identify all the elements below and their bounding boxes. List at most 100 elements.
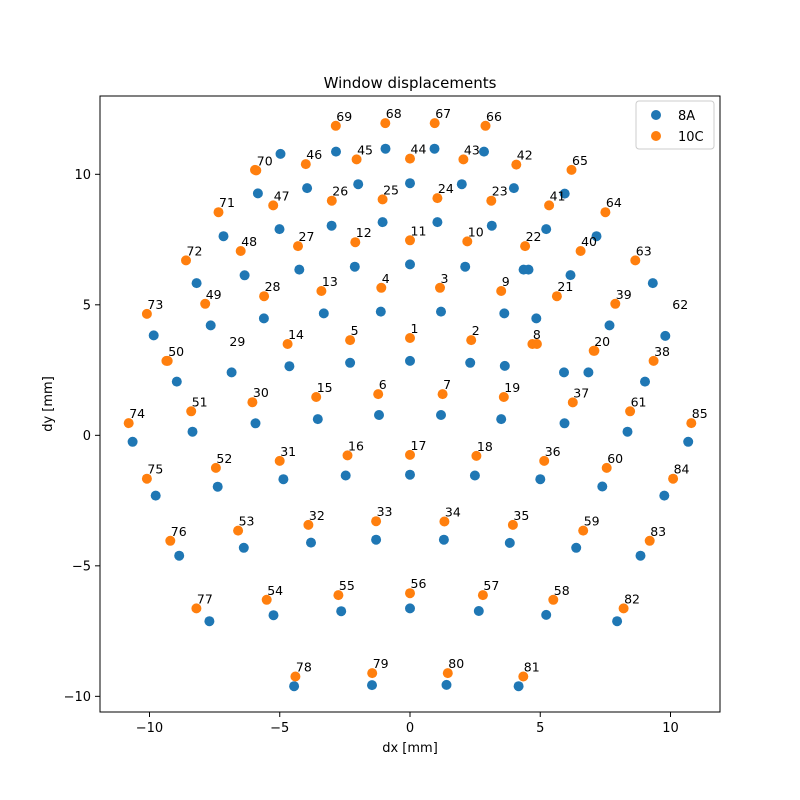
point-8A-78 bbox=[174, 550, 185, 561]
point-label-53: 53 bbox=[239, 514, 255, 529]
point-10C-58 bbox=[477, 590, 488, 601]
point-8A-28 bbox=[294, 264, 305, 275]
point-8A-73 bbox=[191, 278, 202, 289]
point-8A-71 bbox=[275, 148, 286, 159]
point-label-21: 21 bbox=[557, 279, 573, 294]
point-10C-8 bbox=[498, 392, 509, 402]
point-label-82: 82 bbox=[624, 591, 640, 606]
point-8A-11 bbox=[460, 261, 471, 272]
point-label-28: 28 bbox=[265, 279, 281, 294]
point-8A-15 bbox=[284, 361, 295, 372]
y-axis-label: dy [mm] bbox=[41, 376, 56, 432]
point-8A-14 bbox=[318, 308, 329, 319]
point-8A-25 bbox=[432, 217, 443, 228]
point-label-8: 8 bbox=[533, 327, 541, 342]
point-label-2: 2 bbox=[472, 323, 480, 338]
point-10C-65 bbox=[600, 207, 611, 218]
point-label-24: 24 bbox=[438, 181, 454, 196]
point-8A-59 bbox=[541, 609, 552, 620]
point-10C-61 bbox=[601, 462, 612, 473]
point-8A-20 bbox=[531, 313, 542, 324]
point-label-9: 9 bbox=[502, 274, 510, 289]
point-10C-11 bbox=[462, 236, 473, 247]
point-label-47: 47 bbox=[274, 188, 290, 203]
point-8A-51 bbox=[226, 367, 237, 378]
x-axis-label: dx [mm] bbox=[382, 741, 438, 756]
point-10C-7 bbox=[437, 389, 448, 400]
point-10C-42 bbox=[511, 159, 522, 170]
point-label-7: 7 bbox=[443, 377, 451, 392]
point-8A-3 bbox=[436, 306, 446, 317]
point-8A-49 bbox=[239, 270, 250, 281]
point-10C-26 bbox=[377, 194, 388, 205]
point-8A-61 bbox=[597, 481, 608, 492]
point-label-3: 3 bbox=[441, 271, 449, 286]
point-label-60: 60 bbox=[607, 451, 623, 466]
point-10C-40 bbox=[575, 246, 586, 256]
point-10C-48 bbox=[268, 200, 279, 211]
point-8A-22 bbox=[499, 308, 510, 319]
point-label-62: 62 bbox=[672, 297, 688, 312]
point-10C-39 bbox=[610, 298, 621, 309]
point-10C-76 bbox=[123, 418, 134, 429]
point-label-61: 61 bbox=[631, 394, 647, 409]
point-label-12: 12 bbox=[356, 225, 372, 240]
y-tick-label--5: −5 bbox=[72, 559, 91, 574]
point-label-83: 83 bbox=[650, 524, 666, 539]
point-8A-72 bbox=[218, 231, 229, 242]
point-label-45: 45 bbox=[357, 142, 373, 157]
point-8A-37 bbox=[559, 418, 570, 429]
point-10C-31 bbox=[274, 455, 285, 466]
point-label-31: 31 bbox=[280, 444, 296, 459]
point-label-30: 30 bbox=[253, 385, 269, 400]
point-10C-38 bbox=[589, 345, 600, 356]
point-10C-13 bbox=[350, 237, 361, 248]
y-tick-label-5: 5 bbox=[83, 298, 91, 313]
point-10C-80 bbox=[290, 671, 301, 682]
point-label-49: 49 bbox=[206, 287, 222, 302]
point-label-85: 85 bbox=[692, 406, 708, 421]
point-label-40: 40 bbox=[581, 234, 597, 249]
point-label-72: 72 bbox=[187, 243, 203, 258]
point-8A-8 bbox=[496, 414, 507, 425]
point-8A-77 bbox=[150, 490, 161, 501]
point-10C-66 bbox=[566, 164, 577, 175]
point-8A-35 bbox=[504, 537, 515, 548]
point-8A-30 bbox=[250, 418, 261, 429]
point-label-27: 27 bbox=[299, 229, 315, 244]
point-10C-24 bbox=[486, 195, 497, 206]
point-label-55: 55 bbox=[339, 578, 355, 593]
point-label-54: 54 bbox=[267, 583, 283, 598]
point-label-38: 38 bbox=[654, 344, 670, 359]
point-label-4: 4 bbox=[382, 271, 390, 286]
point-10C-62 bbox=[625, 406, 636, 417]
point-10C-49 bbox=[235, 246, 246, 256]
point-8A-47 bbox=[252, 188, 263, 199]
point-label-52: 52 bbox=[216, 451, 232, 466]
point-label-18: 18 bbox=[477, 439, 493, 454]
point-8A-69 bbox=[380, 143, 391, 154]
point-8A-76 bbox=[127, 436, 138, 447]
point-10C-68 bbox=[429, 118, 440, 129]
point-10C-85 bbox=[644, 535, 655, 546]
point-10C-55 bbox=[261, 594, 272, 605]
point-label-58: 58 bbox=[554, 583, 570, 598]
point-label-80: 80 bbox=[448, 656, 464, 671]
point-label-78: 78 bbox=[296, 660, 312, 675]
point-label-68: 68 bbox=[386, 106, 402, 121]
point-10C-17 bbox=[342, 450, 353, 461]
point-10C-70 bbox=[330, 120, 341, 131]
point-label-71: 71 bbox=[219, 195, 235, 210]
point-label-37: 37 bbox=[573, 385, 589, 400]
point-label-5: 5 bbox=[351, 323, 359, 338]
point-8A-48 bbox=[274, 224, 285, 235]
point-label-59: 59 bbox=[584, 514, 600, 529]
point-8A-79 bbox=[204, 616, 215, 627]
point-10C-16 bbox=[311, 392, 322, 402]
x-tick-label--10: −10 bbox=[136, 721, 163, 736]
x-tick-label-0: 0 bbox=[406, 721, 414, 736]
point-10C-78 bbox=[165, 535, 176, 546]
point-8A-45 bbox=[353, 179, 364, 190]
point-10C-3 bbox=[435, 282, 445, 293]
point-10C-28 bbox=[293, 241, 303, 252]
